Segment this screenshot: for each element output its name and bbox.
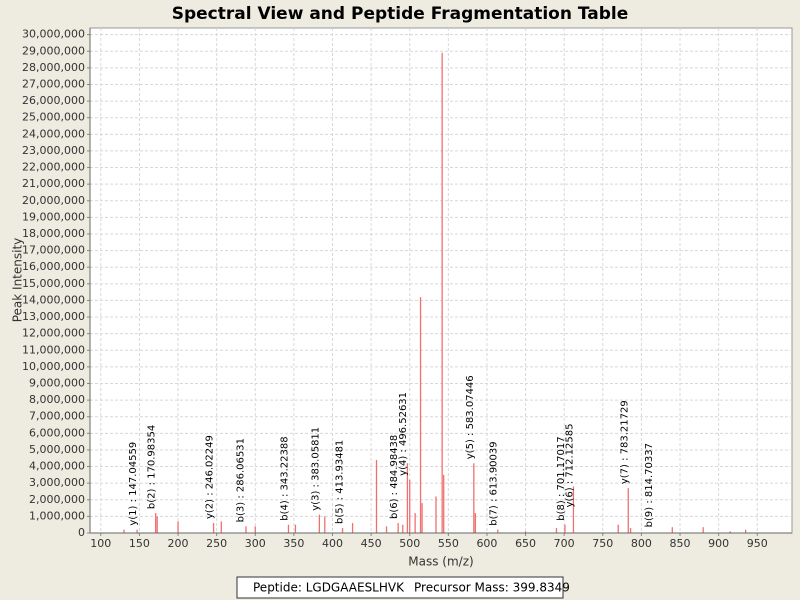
legend-precursor: Precursor Mass: 399.8349 <box>414 581 570 595</box>
y-tick-label: 27,000,000 <box>22 77 85 90</box>
x-tick-label: 300 <box>245 537 266 550</box>
peak-annotation: b(5) : 413.93481 <box>334 440 345 524</box>
y-tick-label: 18,000,000 <box>22 227 85 240</box>
x-tick-label: 250 <box>206 537 227 550</box>
peak-annotation: y(2) : 246.02249 <box>205 435 216 519</box>
x-tick-label: 850 <box>670 537 691 550</box>
y-tick-label: 0 <box>78 526 85 539</box>
y-tick-label: 22,000,000 <box>22 161 85 174</box>
y-tick-label: 9,000,000 <box>29 376 85 389</box>
y-tick-label: 26,000,000 <box>22 94 85 107</box>
peak-annotation: b(7) : 613.90039 <box>489 441 500 525</box>
y-tick-label: 21,000,000 <box>22 177 85 190</box>
y-tick-label: 16,000,000 <box>22 260 85 273</box>
y-axis-label: Peak Intensity <box>11 238 25 323</box>
peak-annotation: y(1) : 147.04559 <box>128 442 139 526</box>
y-tick-label: 6,000,000 <box>29 426 85 439</box>
y-tick-label: 2,000,000 <box>29 493 85 506</box>
y-tick-label: 4,000,000 <box>29 460 85 473</box>
y-tick-label: 28,000,000 <box>22 61 85 74</box>
y-tick-label: 20,000,000 <box>22 194 85 207</box>
y-tick-label: 24,000,000 <box>22 127 85 140</box>
peak-annotation: b(2) : 170.98354 <box>147 425 158 509</box>
x-tick-label: 450 <box>361 537 382 550</box>
plot-area <box>89 27 793 534</box>
y-tick-label: 19,000,000 <box>22 210 85 223</box>
y-tick-label: 7,000,000 <box>29 410 85 423</box>
y-tick-label: 8,000,000 <box>29 393 85 406</box>
y-tick-label: 17,000,000 <box>22 244 85 257</box>
x-axis-label: Mass (m/z) <box>408 555 473 569</box>
y-tick-label: 3,000,000 <box>29 476 85 489</box>
peak-annotation: b(6) : 484.98438 <box>389 435 400 519</box>
peak-annotation: b(9) : 814.70337 <box>644 443 655 527</box>
y-tick-label: 1,000,000 <box>29 509 85 522</box>
peak-annotation: b(3) : 286.06531 <box>236 438 247 522</box>
y-tick-label: 11,000,000 <box>22 343 85 356</box>
y-tick-label: 30,000,000 <box>22 28 85 41</box>
peak-annotation: y(7) : 783.21729 <box>619 400 630 484</box>
legend-peptide: Peptide: LGDGAAESLHVK <box>253 581 405 595</box>
x-tick-label: 650 <box>515 537 536 550</box>
legend-box <box>236 576 564 599</box>
y-tick-label: 14,000,000 <box>22 293 85 306</box>
y-tick-label: 23,000,000 <box>22 144 85 157</box>
peak-annotation: y(3) : 383.05811 <box>310 427 321 511</box>
chart-title: Spectral View and Peptide Fragmentation … <box>172 4 629 24</box>
x-tick-label: 950 <box>747 537 768 550</box>
x-tick-label: 100 <box>90 537 111 550</box>
x-tick-label: 800 <box>631 537 652 550</box>
x-tick-label: 500 <box>399 537 420 550</box>
y-tick-label: 25,000,000 <box>22 111 85 124</box>
x-tick-label: 550 <box>438 537 459 550</box>
x-tick-label: 700 <box>554 537 575 550</box>
y-tick-label: 15,000,000 <box>22 277 85 290</box>
y-tick-label: 13,000,000 <box>22 310 85 323</box>
peak-annotation: y(5) : 583.07446 <box>465 375 476 459</box>
x-tick-label: 400 <box>322 537 343 550</box>
y-tick-label: 29,000,000 <box>22 44 85 57</box>
peak-annotation: y(4) : 496.52631 <box>398 392 409 476</box>
peak-annotation: y(6) : 712.12585 <box>565 424 576 508</box>
x-tick-label: 150 <box>129 537 150 550</box>
peak-annotation: b(8) : 701.17017 <box>556 436 567 520</box>
x-tick-label: 750 <box>592 537 613 550</box>
y-tick-label: 12,000,000 <box>22 327 85 340</box>
y-tick-label: 5,000,000 <box>29 443 85 456</box>
peak-annotation: b(4) : 343.22388 <box>280 436 291 520</box>
x-tick-label: 200 <box>168 537 189 550</box>
x-tick-label: 350 <box>283 537 304 550</box>
y-tick-label: 10,000,000 <box>22 360 85 373</box>
x-tick-label: 900 <box>708 537 729 550</box>
x-tick-label: 600 <box>476 537 497 550</box>
